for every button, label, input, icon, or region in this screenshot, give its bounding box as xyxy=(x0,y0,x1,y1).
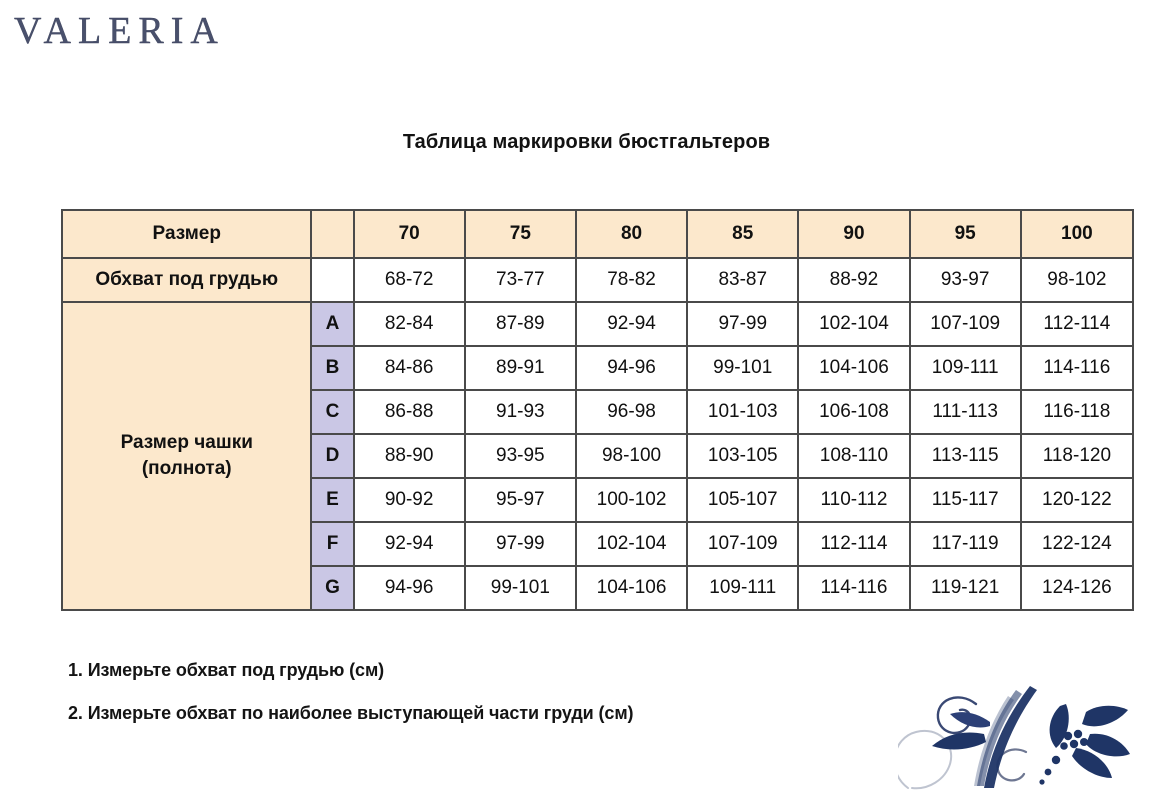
cup-e-value-100: 120-122 xyxy=(1019,477,1135,523)
cup-e-value-85: 105-107 xyxy=(686,477,800,523)
table-row: C 86-88 91-93 96-98 101-103 106-108 111-… xyxy=(62,389,1135,435)
underbust-value-95: 93-97 xyxy=(908,257,1022,303)
cup-c-value-90: 106-108 xyxy=(797,389,911,435)
brand-logo: VALERIA xyxy=(14,10,225,52)
cup-d-value-80: 98-100 xyxy=(574,433,689,479)
cup-letter-g: G xyxy=(310,565,355,611)
header-size-100: 100 xyxy=(1019,209,1135,259)
cup-d-value-95: 113-115 xyxy=(908,433,1022,479)
cup-c-value-100: 116-118 xyxy=(1019,389,1135,435)
cup-section-label: Размер чашки (полнота) xyxy=(60,301,313,611)
cup-a-value-75: 87-89 xyxy=(463,301,577,347)
cup-f-value-70: 92-94 xyxy=(352,521,466,567)
underbust-value-80: 78-82 xyxy=(574,257,689,303)
underbust-value-70: 68-72 xyxy=(352,257,466,303)
cup-b-value-100: 114-116 xyxy=(1019,345,1135,391)
cup-e-value-95: 115-117 xyxy=(908,477,1022,523)
underbust-value-85: 83-87 xyxy=(686,257,800,303)
table-row: Размер чашки (полнота) A 82-84 87-89 92-… xyxy=(60,301,1135,611)
cup-section-label-line1: Размер чашки xyxy=(120,432,253,454)
size-table-container: Размер 70 75 80 85 90 95 100 Обхват под … xyxy=(60,209,1135,611)
cup-g-value-90: 114-116 xyxy=(797,565,911,611)
cup-d-value-70: 88-90 xyxy=(352,433,466,479)
cup-letter-a: A xyxy=(310,301,355,347)
header-size-95: 95 xyxy=(908,209,1022,259)
cup-c-value-95: 111-113 xyxy=(908,389,1022,435)
underbust-value-75: 73-77 xyxy=(463,257,577,303)
cup-g-value-100: 124-126 xyxy=(1019,565,1135,611)
header-size-80: 80 xyxy=(574,209,689,259)
cup-f-value-85: 107-109 xyxy=(686,521,800,567)
cup-d-value-75: 93-95 xyxy=(463,433,577,479)
header-cup-spacer xyxy=(310,209,355,259)
cup-b-value-95: 109-111 xyxy=(908,345,1022,391)
cup-f-value-95: 117-119 xyxy=(908,521,1022,567)
cup-letter-d: D xyxy=(310,433,355,479)
cup-g-value-75: 99-101 xyxy=(463,565,577,611)
cup-c-value-85: 101-103 xyxy=(686,389,800,435)
cup-g-value-80: 104-106 xyxy=(574,565,689,611)
cup-c-value-70: 86-88 xyxy=(352,389,466,435)
cup-e-value-90: 110-112 xyxy=(797,477,911,523)
instruction-step-1: 1. Измерьте обхват под грудью (см) xyxy=(68,660,385,680)
page-title: Таблица маркировки бюстгальтеров xyxy=(402,131,771,153)
cup-c-value-80: 96-98 xyxy=(574,389,689,435)
underbust-row: Обхват под грудью 68-72 73-77 78-82 83-8… xyxy=(60,257,1135,303)
bra-size-table: Размер 70 75 80 85 90 95 100 Обхват под … xyxy=(60,209,1135,611)
header-size-85: 85 xyxy=(686,209,800,259)
cup-f-value-80: 102-104 xyxy=(574,521,689,567)
table-row: F 92-94 97-99 102-104 107-109 112-114 11… xyxy=(62,521,1135,567)
cup-d-value-85: 103-105 xyxy=(686,433,800,479)
cup-a-value-85: 97-99 xyxy=(686,301,800,347)
cup-a-value-100: 112-114 xyxy=(1019,301,1135,347)
header-size-label: Размер xyxy=(60,209,313,259)
cup-b-value-85: 99-101 xyxy=(686,345,800,391)
cup-a-value-95: 107-109 xyxy=(908,301,1022,347)
table-row: G 94-96 99-101 104-106 109-111 114-116 1… xyxy=(62,565,1135,611)
cup-g-value-70: 94-96 xyxy=(352,565,466,611)
cup-f-value-75: 97-99 xyxy=(463,521,577,567)
cup-d-value-100: 118-120 xyxy=(1019,433,1135,479)
cup-c-value-75: 91-93 xyxy=(463,389,577,435)
cup-d-value-90: 108-110 xyxy=(797,433,911,479)
table-row: D 88-90 93-95 98-100 103-105 108-110 113… xyxy=(62,433,1135,479)
cup-b-value-75: 89-91 xyxy=(463,345,577,391)
cup-a-value-90: 102-104 xyxy=(797,301,911,347)
cup-letter-f: F xyxy=(310,521,355,567)
cup-g-value-95: 119-121 xyxy=(908,565,1022,611)
cup-f-value-90: 112-114 xyxy=(797,521,911,567)
instructions-list: 1. Измерьте обхват под грудью (см) 2. Из… xyxy=(68,660,968,746)
cup-e-value-75: 95-97 xyxy=(463,477,577,523)
cup-b-value-80: 94-96 xyxy=(574,345,689,391)
header-size-75: 75 xyxy=(463,209,577,259)
cup-letter-b: B xyxy=(310,345,355,391)
cup-b-value-70: 84-86 xyxy=(352,345,466,391)
instruction-step-2: 2. Измерьте обхват по наиболее выступающ… xyxy=(68,703,634,723)
table-row: B 84-86 89-91 94-96 99-101 104-106 109-1… xyxy=(62,345,1135,391)
cup-a-value-80: 92-94 xyxy=(574,301,689,347)
underbust-cup-spacer xyxy=(310,257,355,303)
cup-letter-c: C xyxy=(310,389,355,435)
cup-g-value-85: 109-111 xyxy=(686,565,800,611)
cup-a-value-70: 82-84 xyxy=(352,301,466,347)
underbust-value-100: 98-102 xyxy=(1019,257,1135,303)
cup-b-value-90: 104-106 xyxy=(797,345,911,391)
cup-section-label-line2: (полнота) xyxy=(141,458,232,479)
table-row: E 90-92 95-97 100-102 105-107 110-112 11… xyxy=(62,477,1135,523)
underbust-value-90: 88-92 xyxy=(797,257,911,303)
table-header-row: Размер 70 75 80 85 90 95 100 xyxy=(60,209,1135,259)
cup-e-value-70: 90-92 xyxy=(352,477,466,523)
cup-e-value-80: 100-102 xyxy=(574,477,689,523)
underbust-label: Обхват под грудью xyxy=(60,257,313,303)
cup-f-value-100: 122-124 xyxy=(1019,521,1135,567)
cup-letter-e: E xyxy=(310,477,355,523)
header-size-90: 90 xyxy=(797,209,911,259)
header-size-70: 70 xyxy=(352,209,466,259)
